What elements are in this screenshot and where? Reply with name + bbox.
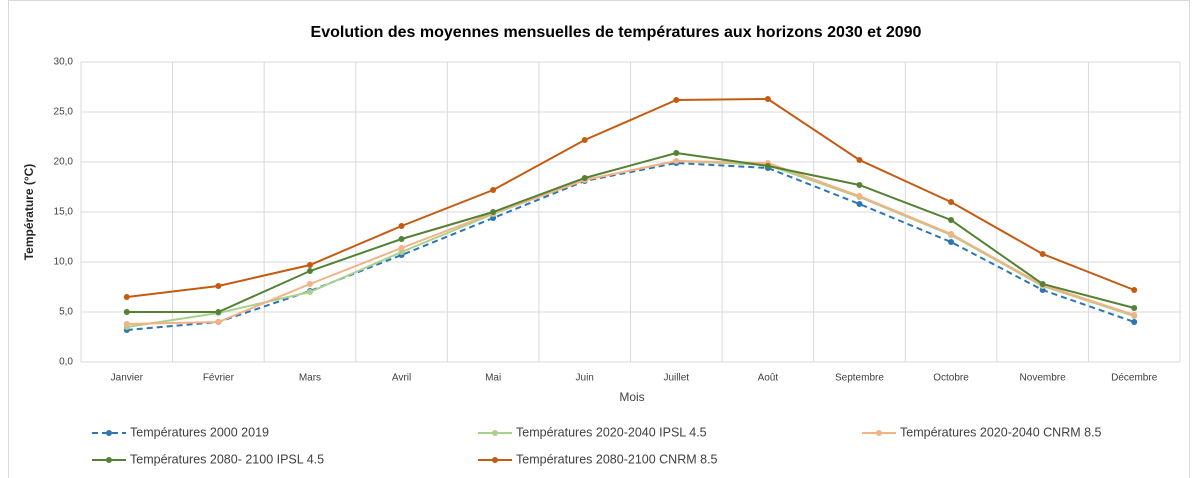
point — [215, 319, 222, 325]
x-tick-label: Octobre — [933, 373, 969, 384]
legend-label: Températures 2000 2019 — [130, 425, 269, 439]
y-tick-label: 15,0 — [54, 207, 74, 218]
legend-marker — [492, 457, 498, 463]
x-axis-title: Mois — [619, 390, 644, 404]
x-tick-label: Novembre — [1020, 373, 1067, 384]
series-line — [126, 97, 1135, 298]
point — [215, 309, 222, 315]
point — [856, 201, 863, 207]
point — [398, 236, 405, 242]
point — [948, 239, 955, 245]
point — [1131, 319, 1138, 325]
legend-label: Températures 2020-2040 IPSL 4.5 — [516, 425, 707, 439]
y-tick-label: 30,0 — [54, 57, 74, 68]
x-tick-label: Mai — [485, 373, 501, 384]
point — [306, 268, 313, 274]
x-tick-label: Juin — [576, 373, 594, 384]
point — [215, 283, 222, 289]
x-tick-label: Juillet — [664, 373, 690, 384]
point — [1131, 287, 1138, 293]
point — [856, 157, 863, 163]
point — [673, 150, 680, 156]
point — [1131, 305, 1138, 311]
legend-label: Températures 2080- 2100 IPSL 4.5 — [130, 452, 324, 466]
point — [856, 193, 863, 199]
chart-frame — [8, 0, 1190, 478]
point — [306, 281, 313, 287]
point — [948, 217, 955, 223]
y-tick-label: 20,0 — [54, 157, 74, 168]
chart-title: Evolution des moyennes mensuelles de tem… — [311, 24, 922, 41]
x-tick-label: Mars — [299, 373, 321, 384]
y-tick-label: 0,0 — [59, 357, 73, 368]
point — [948, 199, 955, 205]
series-line — [126, 159, 1135, 325]
series-line — [126, 151, 1135, 313]
x-tick-label: Décembre — [1111, 373, 1158, 384]
y-tick-label: 25,0 — [54, 107, 74, 118]
point — [123, 309, 130, 315]
point — [673, 158, 680, 164]
point — [123, 321, 130, 327]
point — [1039, 251, 1046, 257]
point — [948, 231, 955, 237]
point — [764, 163, 771, 169]
legend-label: Températures 2020-2040 CNRM 8.5 — [900, 425, 1102, 439]
x-tick-label: Janvier — [111, 373, 144, 384]
point — [764, 96, 771, 102]
legend-marker — [106, 430, 112, 436]
point — [398, 223, 405, 229]
point — [123, 294, 130, 300]
legend-marker — [876, 430, 882, 436]
point — [1039, 281, 1046, 287]
point — [581, 137, 588, 143]
point — [490, 209, 497, 215]
legend-marker — [106, 457, 112, 463]
x-tick-label: Avril — [392, 373, 411, 384]
y-tick-label: 10,0 — [54, 257, 74, 268]
point — [673, 97, 680, 103]
x-tick-label: Août — [758, 373, 779, 384]
x-tick-label: Septembre — [835, 373, 884, 384]
point — [398, 245, 405, 251]
point — [306, 262, 313, 268]
legend-marker — [492, 430, 498, 436]
legend-label: Températures 2080-2100 CNRM 8.5 — [516, 452, 718, 466]
x-tick-label: Février — [203, 373, 235, 384]
point — [856, 182, 863, 188]
point — [306, 289, 313, 295]
y-axis-title: Température (°C) — [22, 164, 36, 261]
y-tick-label: 5,0 — [59, 307, 73, 318]
point — [581, 175, 588, 181]
point — [490, 187, 497, 193]
point — [1131, 312, 1138, 318]
